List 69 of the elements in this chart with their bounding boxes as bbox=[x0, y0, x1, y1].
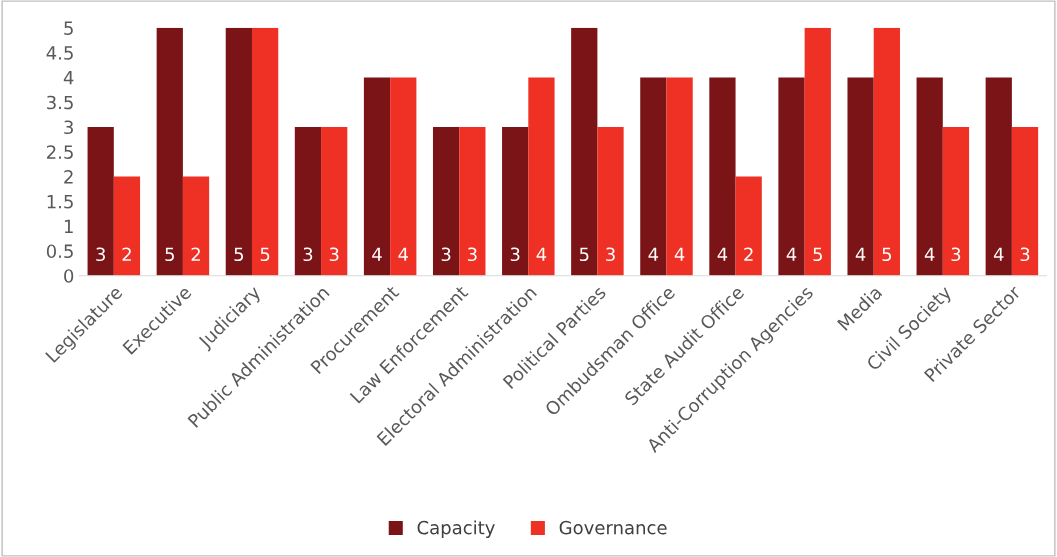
data-label: 2 bbox=[191, 247, 200, 261]
bar bbox=[363, 77, 391, 276]
bar bbox=[640, 77, 667, 276]
data-label: 5 bbox=[813, 247, 822, 262]
y-tick-label: 3.5 bbox=[47, 95, 73, 110]
data-label: 4 bbox=[786, 247, 797, 261]
y-tick-label: 2.5 bbox=[47, 145, 73, 159]
data-label: 5 bbox=[234, 247, 244, 262]
data-label: 4 bbox=[924, 247, 935, 261]
data-label: 4 bbox=[372, 247, 382, 261]
data-label: 2 bbox=[122, 247, 131, 261]
bar bbox=[113, 176, 141, 276]
bar bbox=[225, 27, 252, 276]
bar bbox=[1011, 127, 1039, 276]
y-tick-label: 2 bbox=[64, 170, 73, 184]
data-label: 4 bbox=[855, 247, 866, 261]
data-label: 3 bbox=[951, 247, 961, 262]
bar bbox=[390, 77, 417, 276]
y-tick-label: 4 bbox=[63, 71, 74, 85]
bar bbox=[251, 27, 279, 276]
data-label: 5 bbox=[165, 247, 174, 262]
y-tick-label: 0 bbox=[64, 269, 74, 283]
data-label: 3 bbox=[329, 247, 339, 262]
bar bbox=[182, 176, 210, 276]
data-label: 5 bbox=[579, 247, 589, 262]
bar bbox=[571, 27, 598, 276]
bar bbox=[502, 127, 529, 276]
y-tick-label: 5 bbox=[64, 21, 73, 35]
bar bbox=[804, 27, 831, 276]
data-label: 4 bbox=[398, 247, 408, 261]
data-label: 3 bbox=[96, 247, 105, 262]
bar bbox=[666, 77, 693, 276]
y-tick-label: 1 bbox=[64, 219, 73, 233]
data-label: 3 bbox=[1020, 247, 1030, 262]
data-label: 5 bbox=[882, 247, 892, 262]
data-label: 2 bbox=[744, 247, 753, 261]
bar bbox=[432, 127, 460, 276]
y-tick-label: 4.5 bbox=[46, 46, 73, 60]
data-label: 4 bbox=[648, 247, 659, 261]
bar bbox=[985, 77, 1012, 276]
legend-label: Capacity bbox=[417, 520, 495, 538]
bar bbox=[459, 127, 486, 276]
bar bbox=[528, 77, 555, 276]
legend-label: Governance bbox=[559, 520, 667, 535]
data-label: 4 bbox=[717, 247, 728, 261]
data-label: 3 bbox=[606, 247, 615, 262]
bar bbox=[597, 127, 624, 276]
bar bbox=[942, 127, 970, 276]
data-label: 3 bbox=[510, 247, 520, 262]
y-tick-label: 0.5 bbox=[46, 244, 73, 259]
bar bbox=[735, 176, 762, 276]
bar bbox=[321, 127, 348, 276]
data-label: 4 bbox=[536, 247, 547, 261]
bar bbox=[847, 77, 874, 276]
bar bbox=[87, 127, 114, 276]
data-label: 5 bbox=[260, 247, 270, 262]
data-label: 4 bbox=[993, 247, 1004, 261]
bar bbox=[873, 27, 900, 276]
data-label: 3 bbox=[303, 247, 313, 262]
bar bbox=[294, 127, 322, 276]
data-label: 4 bbox=[674, 247, 685, 261]
y-tick-label: 1.5 bbox=[47, 195, 73, 209]
y-tick-label: 3 bbox=[64, 120, 73, 135]
bar bbox=[709, 77, 736, 276]
bar bbox=[778, 77, 805, 276]
data-label: 3 bbox=[467, 247, 477, 262]
bar bbox=[916, 77, 943, 276]
data-label: 3 bbox=[441, 247, 451, 262]
bar bbox=[156, 27, 183, 276]
